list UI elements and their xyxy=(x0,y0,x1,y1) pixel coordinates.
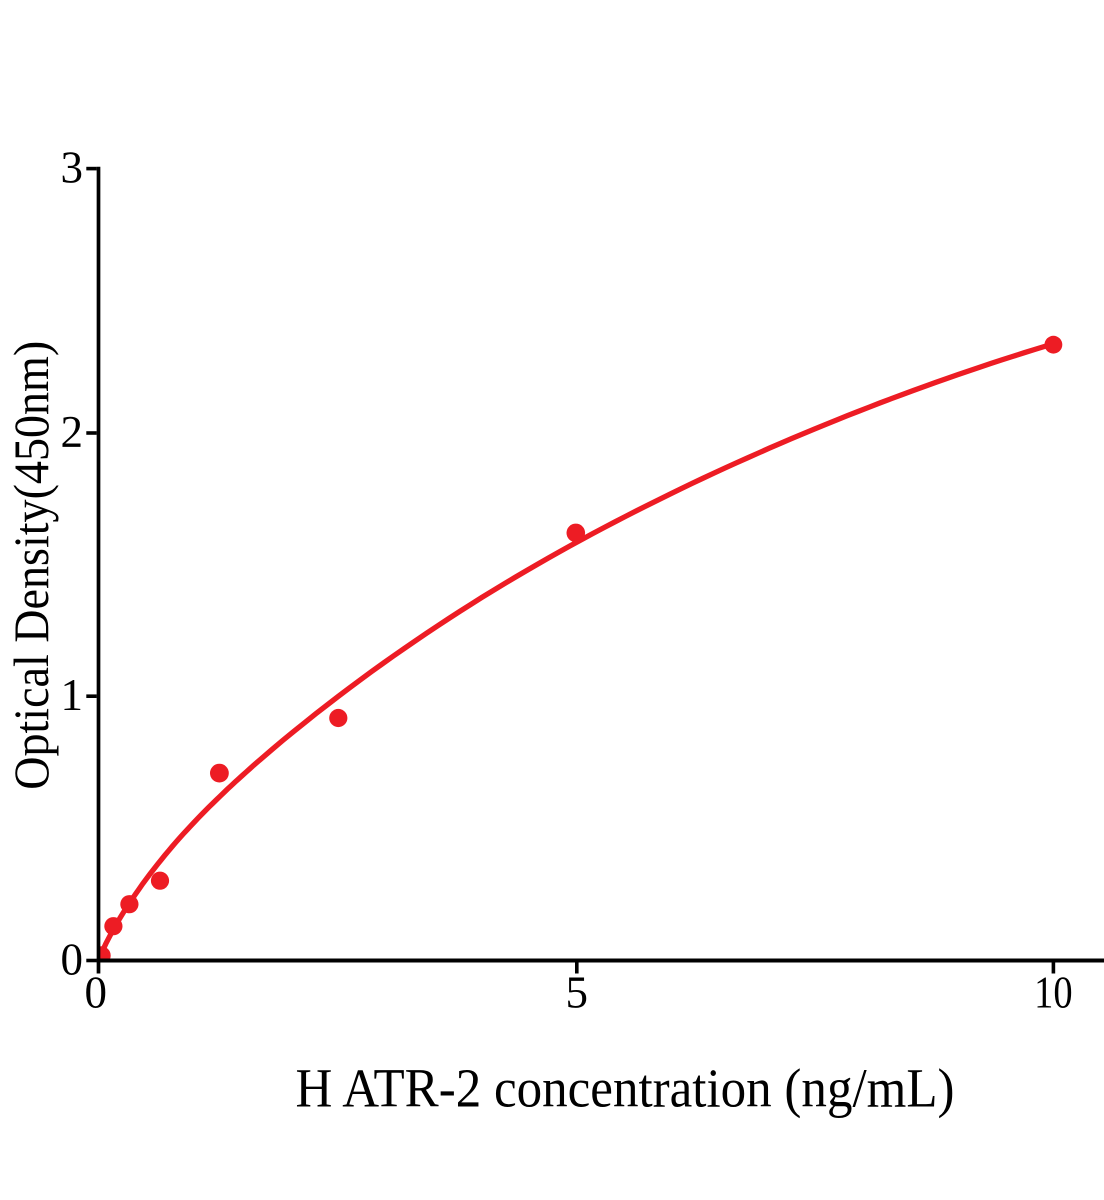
svg-text:1: 1 xyxy=(61,670,84,720)
svg-text:0: 0 xyxy=(85,968,108,1018)
svg-text:2: 2 xyxy=(61,407,84,457)
svg-text:5: 5 xyxy=(566,968,589,1018)
svg-text:3: 3 xyxy=(61,143,84,193)
svg-text:H ATR-2 concentration (ng/mL): H ATR-2 concentration (ng/mL) xyxy=(296,1057,955,1118)
svg-text:Optical Density(450nm): Optical Density(450nm) xyxy=(3,341,59,790)
svg-text:0: 0 xyxy=(61,935,84,985)
svg-text:10: 10 xyxy=(1034,968,1073,1018)
